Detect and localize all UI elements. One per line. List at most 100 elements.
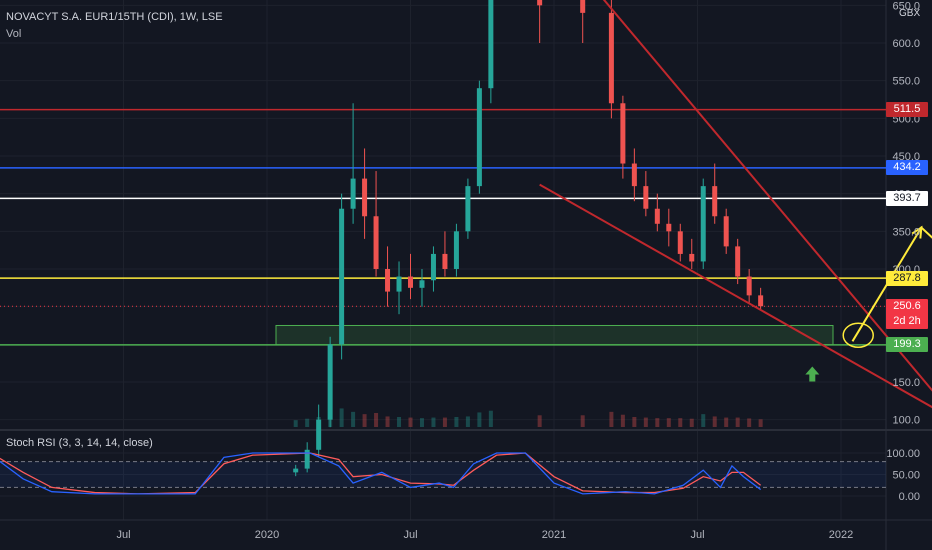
volume-bar [305,418,310,427]
volume-bar [689,418,694,427]
candle [339,208,345,345]
candle [430,253,436,281]
chart-title: NOVACYT S.A. EUR1/15TH (CDI), 1W, LSE [6,11,223,23]
candle [758,295,764,307]
volume-bar [735,417,740,427]
volume-bar [362,414,367,427]
volume-bar [397,417,402,427]
candle [631,163,637,187]
candle [304,449,310,469]
volume-bar [442,417,447,427]
volume-bar [293,420,298,427]
rsi-band [0,461,886,488]
candle [746,276,752,296]
volume-bar [339,408,344,427]
volume-bar [488,410,493,427]
y-tick-label: 350.0 [892,226,920,238]
y-tick-label: 600.0 [892,38,920,50]
price-tag: 393.7 [886,190,928,206]
price-tag: 199.3 [886,337,928,353]
candle [350,178,356,209]
candle [373,216,379,269]
wedge-lower-line [539,183,932,409]
volume-bar [419,418,424,427]
candle [689,253,695,262]
volume-bar [580,415,585,427]
rsi-tick-label: 100.00 [886,448,920,460]
candle [385,268,391,292]
volume-bar [747,418,752,427]
rsi-tick-label: 50.00 [892,470,920,482]
candle [700,186,706,262]
volume-bar [465,416,470,427]
candle [488,0,494,89]
stoch-rsi-k-line [0,452,762,495]
volume-bar [620,414,625,427]
volume-bar [643,417,648,427]
candle [735,246,741,277]
candle [666,223,672,232]
candle [453,231,459,269]
volume-bar [724,417,729,427]
price-tag: 287.8 [886,270,928,286]
volume-bar [758,419,763,427]
candle [293,468,299,473]
x-tick-label: Jul [403,529,417,541]
volume-bar [701,414,706,427]
candle [620,103,626,164]
x-tick-label: 2022 [829,529,853,541]
y-tick-label: 100.0 [892,415,920,427]
candle [442,253,448,269]
candle [327,344,333,420]
projection-arrowhead-1 [911,225,923,239]
y-tick-label: 150.0 [892,377,920,389]
candle [723,216,729,247]
volume-bar [678,418,683,427]
volume-bar [666,418,671,427]
candle [362,178,368,217]
x-tick-label: Jul [116,529,130,541]
rsi-tick-label: 0.00 [899,491,920,503]
volume-bar [632,417,637,427]
y-tick-label: 550.0 [892,76,920,88]
volume-bar [712,416,717,427]
volume-bar [477,412,482,427]
candle [476,88,482,187]
candle [712,186,718,217]
support-zone [275,324,834,346]
volume-bar [655,418,660,427]
candle [419,280,425,288]
volume-bar [374,413,379,427]
candle [608,12,614,104]
volume-bar [408,417,413,427]
currency-label: GBX [899,8,921,19]
x-tick-label: 2021 [542,529,566,541]
wedge-upper-line [602,0,932,392]
volume-bar [385,416,390,427]
breakout-circle [842,322,874,349]
candle [677,231,683,254]
x-tick-label: Jul [690,529,704,541]
x-tick-label: 2020 [255,529,279,541]
candle [316,419,322,450]
stoch-rsi-label: Stoch RSI (3, 3, 14, 14, close) [6,437,153,449]
candle [465,186,471,232]
price-tag: 250.6 2d 2h [886,298,928,329]
volume-label: Vol [6,28,22,40]
volume-bar [351,411,356,427]
y-tick-label: 650.0 [892,0,920,12]
price-tag: 434.2 [886,160,928,176]
price-tag: 511.5 [886,102,928,118]
countdown-label: 2d 2h [893,314,921,327]
candle [537,0,543,6]
volume-bar [609,411,614,427]
up-arrow-icon [805,366,820,382]
candle [408,276,413,288]
volume-bar [537,415,542,427]
candle [580,0,586,13]
candle [654,208,660,224]
candle [643,186,649,209]
volume-bar [454,417,459,427]
y-tick-label: 450.0 [892,151,920,163]
